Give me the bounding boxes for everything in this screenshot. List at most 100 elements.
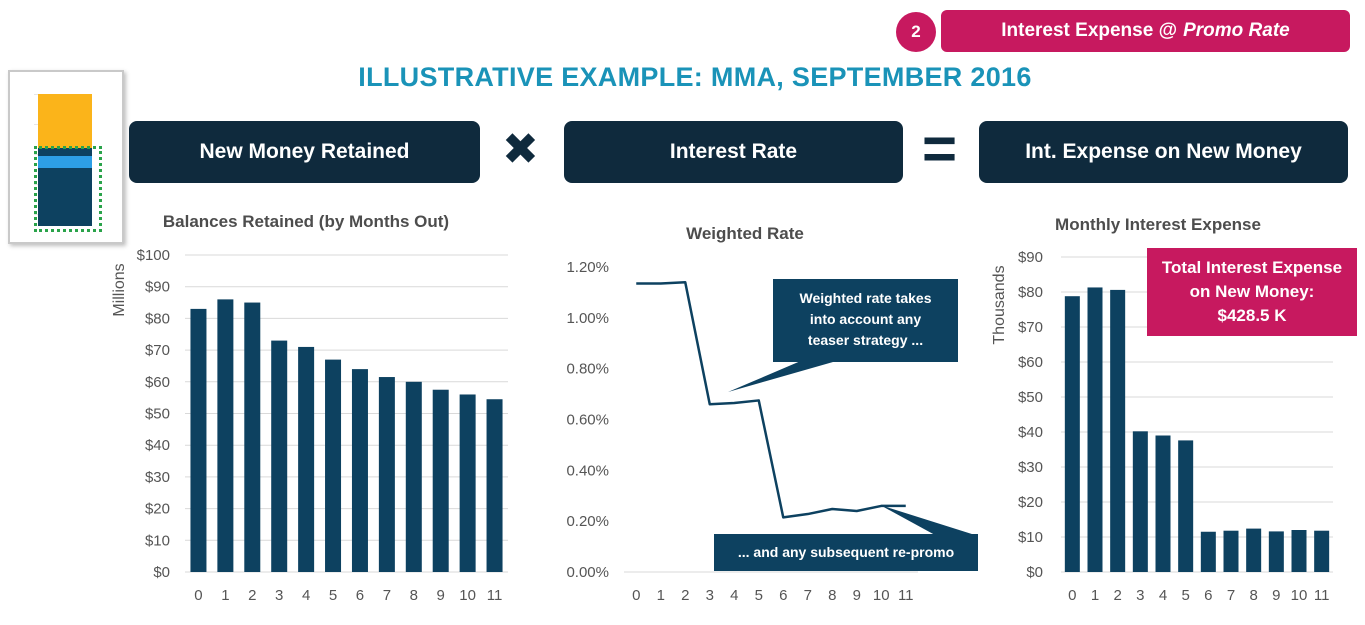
x-tick-label: 11 (898, 587, 914, 604)
x-tick-label: 4 (730, 587, 738, 604)
x-tick-label: 1 (221, 587, 229, 604)
series-line (636, 281, 906, 519)
callout-pointer-repromo (880, 505, 975, 535)
bar (405, 381, 422, 572)
y-tick-label: $90 (145, 279, 170, 296)
y-tick-label: 1.00% (566, 310, 609, 327)
x-tick-label: 4 (302, 587, 310, 604)
x-tick-label: 1 (657, 587, 665, 604)
y-axis-label: Thousands (991, 265, 1008, 344)
bar (1132, 431, 1148, 572)
bar (486, 399, 503, 572)
y-tick-label: $0 (1026, 564, 1043, 581)
y-tick-label: $20 (145, 501, 170, 518)
thumbnail-orange-segment (38, 94, 92, 148)
bar (271, 340, 288, 572)
weighted-rate-callout: Weighted rate takes into account any tea… (773, 279, 958, 362)
y-tick-label: $90 (1018, 249, 1043, 266)
thumbnail-blue-segment (38, 156, 92, 168)
bar (1155, 435, 1171, 572)
y-tick-label: $60 (1018, 354, 1043, 371)
y-tick-label: 0.00% (566, 564, 609, 581)
bar (325, 359, 342, 572)
x-tick-label: 11 (487, 587, 503, 604)
x-tick-label: 10 (1291, 587, 1308, 604)
x-tick-label: 8 (828, 587, 836, 604)
y-tick-label: $100 (137, 247, 170, 264)
x-tick-label: 3 (1136, 587, 1144, 604)
bar (378, 377, 395, 572)
y-tick-label: $30 (145, 469, 170, 486)
y-tick-label: $20 (1018, 494, 1043, 511)
y-tick-label: $50 (145, 406, 170, 423)
total-box-line: on New Money: (1189, 282, 1315, 301)
step-banner-label: Interest Expense @ (1001, 20, 1178, 41)
y-tick-label: 1.20% (566, 259, 609, 276)
x-tick-label: 8 (410, 587, 418, 604)
bar (1178, 440, 1194, 572)
interest-rate-box: Interest Rate (564, 121, 903, 183)
x-tick-label: 3 (706, 587, 714, 604)
y-tick-label: $80 (1018, 284, 1043, 301)
callout-line: into account any (809, 311, 922, 327)
x-tick-label: 2 (248, 587, 256, 604)
x-tick-label: 6 (1204, 587, 1212, 604)
bar (1314, 530, 1330, 572)
total-box-line: Total Interest Expense (1161, 258, 1343, 277)
x-tick-label: 6 (356, 587, 364, 604)
y-tick-label: $10 (1018, 529, 1043, 546)
callout-line: Weighted rate takes (799, 290, 932, 306)
x-tick-label: 10 (459, 587, 476, 604)
y-tick-label: $30 (1018, 459, 1043, 476)
total-interest-expense-box: Total Interest Expense on New Money: $42… (1147, 248, 1357, 336)
step-banner-emphasis: Promo Rate (1183, 20, 1290, 41)
x-tick-label: 6 (779, 587, 787, 604)
x-tick-label: 4 (1159, 587, 1167, 604)
x-tick-label: 0 (632, 587, 640, 604)
total-box-value: $428.5 K (1217, 306, 1287, 325)
y-tick-label: $40 (1018, 424, 1043, 441)
bar (1291, 530, 1307, 572)
page-title: ILLUSTRATIVE EXAMPLE: MMA, SEPTEMBER 201… (358, 62, 1032, 92)
x-tick-label: 5 (1181, 587, 1189, 604)
y-tick-label: $10 (145, 532, 170, 549)
interest-expense-chart-title: Monthly Interest Expense (1055, 215, 1261, 234)
x-tick-label: 9 (1272, 587, 1280, 604)
y-tick-label: 0.40% (566, 462, 609, 479)
x-tick-label: 2 (681, 587, 689, 604)
bar (459, 394, 476, 572)
x-tick-label: 9 (437, 587, 445, 604)
x-tick-label: 0 (194, 587, 202, 604)
multiply-icon: ✖ (502, 125, 539, 174)
x-tick-label: 5 (755, 587, 763, 604)
bar (244, 302, 261, 572)
x-tick-label: 7 (383, 587, 391, 604)
thumbnail-highlight-outline (34, 146, 102, 232)
bar (217, 299, 234, 572)
callout-line: teaser strategy ... (807, 332, 924, 348)
x-tick-label: 10 (873, 587, 890, 604)
step-number-badge: 2 (896, 12, 936, 52)
x-tick-label: 8 (1249, 587, 1257, 604)
x-tick-label: 7 (1227, 587, 1235, 604)
bar (1268, 531, 1284, 572)
bar (432, 389, 449, 572)
x-tick-label: 2 (1113, 587, 1121, 604)
y-tick-label: $70 (145, 342, 170, 359)
new-money-retained-box: New Money Retained (129, 121, 480, 183)
bar (1064, 296, 1080, 572)
y-axis-label: Millions (111, 263, 128, 316)
y-tick-label: $0 (153, 564, 170, 581)
bar (1110, 289, 1126, 572)
bar (1246, 528, 1262, 572)
x-tick-label: 3 (275, 587, 283, 604)
y-tick-label: $70 (1018, 319, 1043, 336)
y-tick-label: $60 (145, 374, 170, 391)
x-tick-label: 5 (329, 587, 337, 604)
y-tick-label: $40 (145, 437, 170, 454)
y-tick-label: 0.60% (566, 412, 609, 429)
